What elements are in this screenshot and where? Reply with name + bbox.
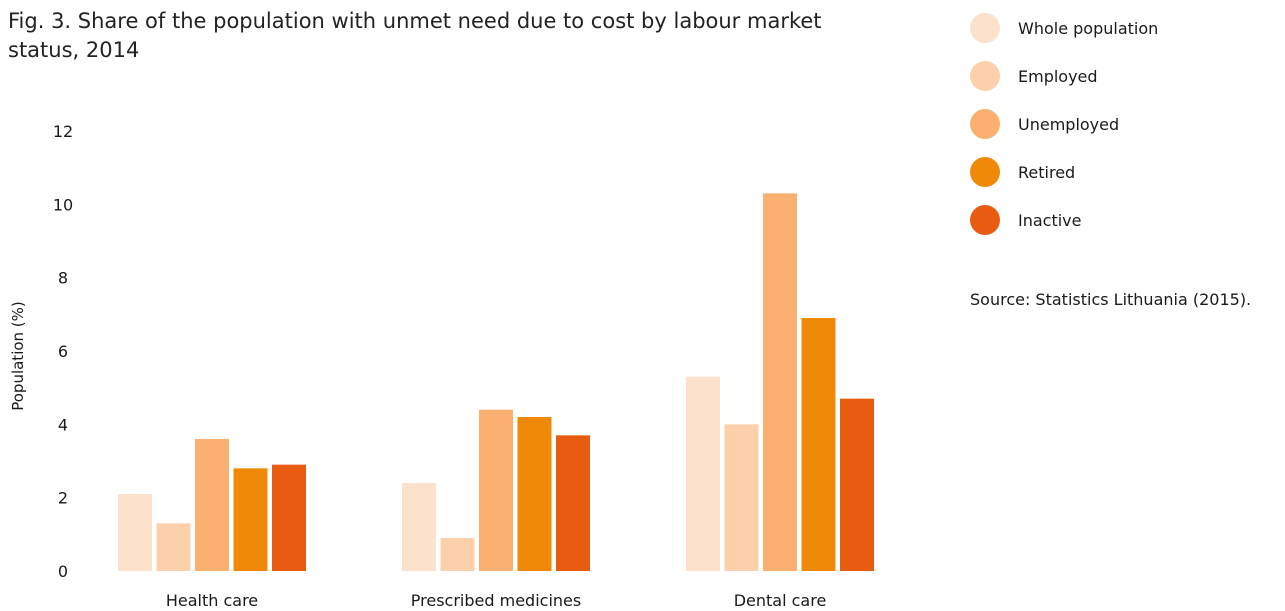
x-tick-label: Prescribed medicines [411, 591, 581, 610]
bar-prescribed-medicines-unemployed [479, 409, 513, 571]
x-tick-label: Dental care [734, 591, 827, 610]
bar-prescribed-medicines-retired [517, 417, 552, 571]
legend: Whole population Employed Unemployed Retire… [970, 4, 1158, 244]
legend-swatch [970, 157, 1000, 187]
legend-swatch [970, 109, 1000, 139]
y-tick-label: 12 [53, 122, 73, 141]
bar-health-care-inactive [272, 464, 306, 571]
legend-swatch [970, 13, 1000, 43]
bar-dental-care-unemployed [763, 193, 797, 572]
legend-label: Employed [1018, 66, 1098, 86]
bar-prescribed-medicines-employed [440, 538, 475, 571]
source-note: Source: Statistics Lithuania (2015). [970, 290, 1252, 309]
y-tick-label: 0 [58, 562, 68, 581]
y-tick-label: 8 [58, 269, 68, 288]
y-axis-ticks: 0 2 4 6 8 10 12 [53, 122, 73, 581]
bar-dental-care-inactive [840, 398, 874, 571]
legend-swatch [970, 61, 1000, 91]
x-tick-label: Health care [166, 591, 258, 610]
legend-item: Inactive [970, 196, 1158, 244]
bar-health-care-retired [233, 468, 268, 571]
bar-prescribed-medicines-inactive [556, 435, 590, 571]
bar-dental-care-whole-population [686, 376, 720, 571]
bar-health-care-employed [156, 523, 191, 571]
legend-item: Unemployed [970, 100, 1158, 148]
bar-health-care-unemployed [195, 439, 229, 571]
legend-item: Retired [970, 148, 1158, 196]
bars [118, 193, 874, 572]
y-tick-label: 6 [58, 342, 68, 361]
legend-item: Whole population [970, 4, 1158, 52]
bar-dental-care-retired [801, 318, 836, 571]
bar-dental-care-employed [724, 424, 759, 571]
y-axis-label: Population (%) [9, 301, 27, 411]
chart-title: Fig. 3. Share of the population with unm… [8, 9, 822, 62]
legend-label: Retired [1018, 162, 1076, 182]
legend-label: Whole population [1018, 18, 1159, 38]
y-tick-label: 4 [58, 415, 68, 434]
x-axis-ticks: Health care Prescribed medicines Dental ca… [166, 591, 826, 610]
bar-health-care-whole-population [118, 494, 152, 571]
legend-label: Unemployed [1018, 114, 1120, 134]
y-tick-label: 10 [53, 195, 73, 214]
y-tick-label: 2 [58, 489, 68, 508]
bar-prescribed-medicines-whole-population [402, 483, 436, 571]
legend-swatch [970, 205, 1000, 235]
legend-label: Inactive [1018, 210, 1082, 230]
legend-item: Employed [970, 52, 1158, 100]
